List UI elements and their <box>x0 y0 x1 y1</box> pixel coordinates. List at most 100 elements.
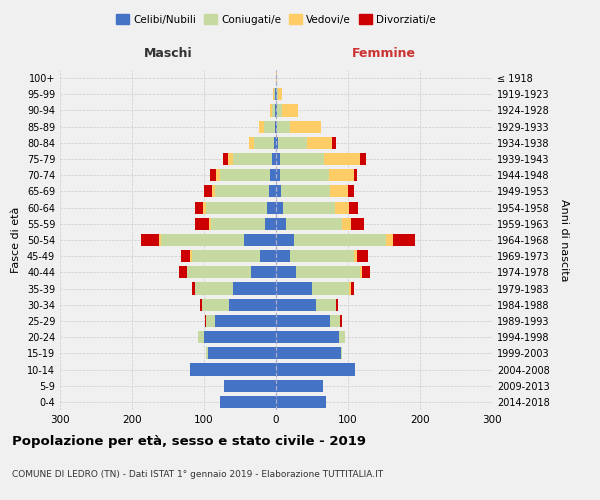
Bar <box>280 169 329 181</box>
Bar <box>204 331 276 343</box>
Bar <box>179 266 187 278</box>
Bar <box>290 120 320 132</box>
Bar <box>316 298 336 311</box>
Bar <box>142 234 158 246</box>
Bar <box>272 104 275 117</box>
Bar <box>336 298 338 311</box>
Bar <box>286 218 342 230</box>
Bar <box>348 186 354 198</box>
Bar <box>220 396 276 408</box>
Bar <box>223 153 229 165</box>
Bar <box>276 282 312 294</box>
Bar <box>394 234 415 246</box>
Bar <box>203 202 206 213</box>
Bar <box>206 348 208 360</box>
Bar <box>324 153 360 165</box>
Bar <box>276 104 277 117</box>
Bar <box>276 250 290 262</box>
Bar <box>276 202 283 213</box>
Bar <box>354 169 358 181</box>
Bar <box>215 186 269 198</box>
Bar <box>294 234 386 246</box>
Text: COMUNE DI LEDRO (TN) - Dati ISTAT 1° gennaio 2019 - Elaborazione TUTTITALIA.IT: COMUNE DI LEDRO (TN) - Dati ISTAT 1° gen… <box>12 470 383 479</box>
Bar <box>278 137 307 149</box>
Bar <box>329 169 354 181</box>
Bar <box>211 169 215 181</box>
Bar <box>335 202 349 213</box>
Bar <box>283 104 298 117</box>
Bar <box>276 72 277 84</box>
Bar <box>312 282 349 294</box>
Bar <box>275 120 276 132</box>
Bar <box>281 186 330 198</box>
Bar <box>274 137 276 149</box>
Bar <box>307 137 332 149</box>
Bar <box>283 202 335 213</box>
Bar <box>276 331 340 343</box>
Text: Femmine: Femmine <box>352 48 416 60</box>
Bar <box>233 282 276 294</box>
Bar <box>196 202 203 213</box>
Bar <box>259 120 264 132</box>
Bar <box>277 120 290 132</box>
Bar <box>215 315 276 327</box>
Bar <box>276 315 330 327</box>
Bar <box>354 250 358 262</box>
Bar <box>198 331 204 343</box>
Bar <box>161 234 244 246</box>
Bar <box>254 137 274 149</box>
Bar <box>278 88 282 101</box>
Bar <box>187 266 251 278</box>
Bar <box>158 234 161 246</box>
Bar <box>360 153 366 165</box>
Bar <box>270 169 276 181</box>
Bar <box>276 364 355 376</box>
Bar <box>296 266 359 278</box>
Bar <box>276 396 326 408</box>
Bar <box>276 137 278 149</box>
Bar <box>200 298 202 311</box>
Bar <box>332 137 336 149</box>
Bar <box>244 234 276 246</box>
Bar <box>204 186 212 198</box>
Text: Popolazione per età, sesso e stato civile - 2019: Popolazione per età, sesso e stato civil… <box>12 435 366 448</box>
Text: Maschi: Maschi <box>143 48 193 60</box>
Bar <box>265 218 276 230</box>
Bar <box>280 153 324 165</box>
Bar <box>229 298 276 311</box>
Bar <box>233 153 272 165</box>
Legend: Celibi/Nubili, Coniugati/e, Vedovi/e, Divorziati/e: Celibi/Nubili, Coniugati/e, Vedovi/e, Di… <box>112 10 440 29</box>
Bar <box>260 250 276 262</box>
Bar <box>273 88 274 101</box>
Bar <box>190 364 276 376</box>
Bar <box>275 88 276 101</box>
Bar <box>277 104 283 117</box>
Bar <box>251 266 276 278</box>
Bar <box>192 250 260 262</box>
Bar <box>276 380 323 392</box>
Bar <box>202 298 229 311</box>
Bar <box>276 234 294 246</box>
Bar <box>351 282 355 294</box>
Bar <box>330 315 340 327</box>
Bar <box>349 202 358 213</box>
Bar <box>208 348 276 360</box>
Bar <box>358 250 368 262</box>
Y-axis label: Fasce di età: Fasce di età <box>11 207 21 273</box>
Bar <box>196 282 233 294</box>
Bar <box>205 315 206 327</box>
Bar <box>276 153 280 165</box>
Bar <box>181 250 190 262</box>
Bar <box>272 153 276 165</box>
Bar <box>264 120 275 132</box>
Bar <box>206 202 268 213</box>
Bar <box>268 202 276 213</box>
Bar <box>269 186 276 198</box>
Bar <box>276 218 286 230</box>
Bar <box>276 169 280 181</box>
Bar <box>212 186 215 198</box>
Bar <box>342 218 351 230</box>
Bar <box>276 186 281 198</box>
Bar <box>248 137 254 149</box>
Bar <box>190 250 192 262</box>
